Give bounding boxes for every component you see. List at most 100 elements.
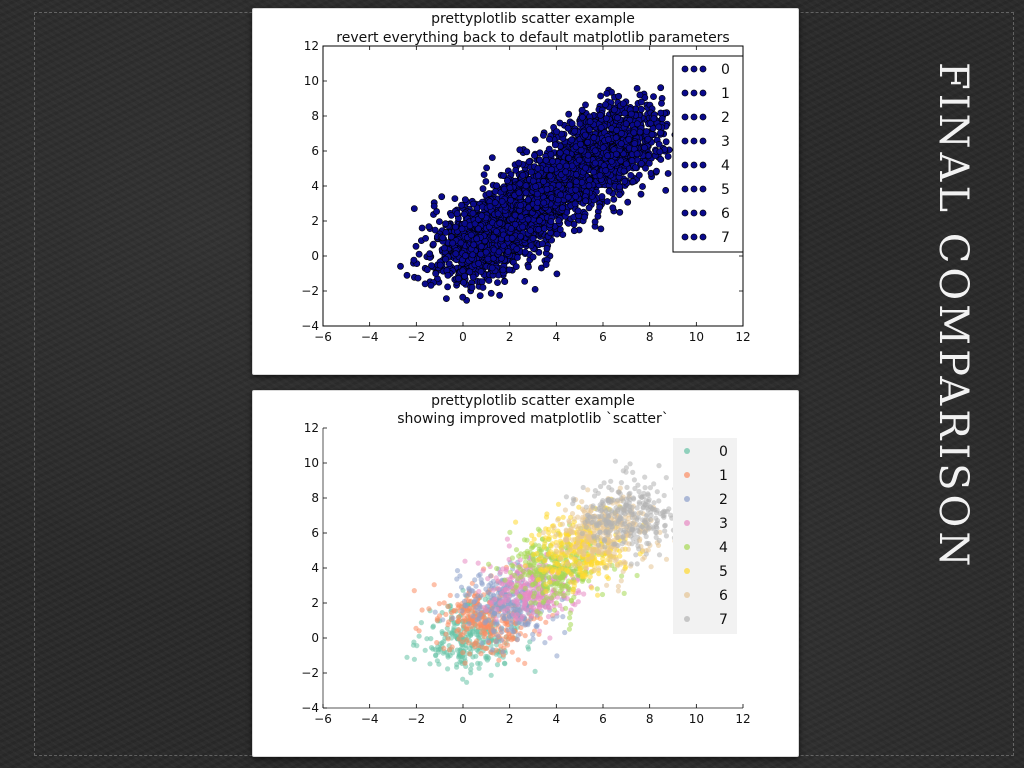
x-tick-label: 6 bbox=[599, 330, 607, 344]
point bbox=[549, 157, 556, 165]
point bbox=[529, 235, 537, 242]
point bbox=[470, 654, 476, 660]
point bbox=[568, 542, 574, 548]
point bbox=[617, 553, 623, 559]
point bbox=[582, 164, 589, 172]
point bbox=[522, 182, 530, 190]
legend-label: 6 bbox=[721, 206, 730, 222]
point bbox=[445, 666, 451, 672]
point bbox=[545, 551, 551, 557]
pretty-scatter-panel: prettyplotlib scatter example showing im… bbox=[252, 390, 799, 757]
legend-marker bbox=[699, 137, 707, 145]
point bbox=[485, 576, 491, 582]
point bbox=[621, 177, 629, 185]
point bbox=[483, 586, 489, 592]
point bbox=[531, 136, 539, 144]
point bbox=[462, 660, 468, 666]
point bbox=[547, 579, 553, 585]
point bbox=[529, 540, 535, 546]
point bbox=[522, 660, 528, 666]
point bbox=[476, 665, 482, 671]
point bbox=[533, 190, 541, 198]
point bbox=[508, 234, 516, 242]
point bbox=[620, 167, 628, 175]
point bbox=[563, 583, 569, 589]
point bbox=[461, 272, 468, 280]
point bbox=[541, 544, 547, 550]
point bbox=[547, 635, 553, 641]
point bbox=[529, 532, 535, 538]
point bbox=[527, 242, 535, 249]
point bbox=[535, 217, 543, 225]
point bbox=[432, 609, 438, 615]
point bbox=[566, 181, 574, 189]
point bbox=[427, 281, 435, 289]
point bbox=[571, 127, 579, 135]
point bbox=[428, 262, 435, 269]
point bbox=[425, 223, 433, 231]
legend-marker bbox=[699, 209, 707, 217]
point bbox=[486, 582, 492, 588]
point bbox=[587, 574, 593, 580]
legend-label: 4 bbox=[721, 158, 730, 174]
point bbox=[513, 547, 520, 553]
point bbox=[516, 564, 522, 570]
point bbox=[515, 159, 523, 167]
point bbox=[502, 661, 508, 667]
point bbox=[568, 120, 576, 127]
point bbox=[555, 501, 562, 507]
point bbox=[447, 233, 455, 241]
point bbox=[603, 90, 611, 97]
chart-title: prettyplotlib scatter example bbox=[431, 393, 635, 409]
point bbox=[497, 600, 503, 606]
point bbox=[596, 203, 603, 211]
x-tick-label: 10 bbox=[689, 330, 704, 344]
point bbox=[624, 198, 632, 206]
point bbox=[480, 568, 486, 574]
point bbox=[655, 123, 663, 131]
point bbox=[491, 188, 499, 195]
point bbox=[452, 250, 460, 258]
point bbox=[513, 584, 519, 590]
point bbox=[440, 617, 446, 623]
point bbox=[494, 565, 500, 572]
point bbox=[468, 284, 476, 291]
point bbox=[545, 574, 551, 580]
point bbox=[571, 556, 577, 562]
point bbox=[586, 176, 593, 184]
point bbox=[445, 603, 451, 609]
point bbox=[596, 171, 604, 179]
point bbox=[422, 647, 428, 653]
point bbox=[537, 264, 545, 272]
point bbox=[572, 178, 580, 186]
point bbox=[526, 619, 532, 625]
point bbox=[566, 569, 572, 575]
point bbox=[636, 91, 644, 99]
y-tick-label: 2 bbox=[311, 214, 319, 228]
point bbox=[505, 266, 513, 274]
point bbox=[637, 98, 645, 106]
legend-marker bbox=[699, 65, 707, 73]
point bbox=[525, 158, 533, 166]
point bbox=[483, 607, 489, 613]
point bbox=[605, 187, 613, 195]
point bbox=[554, 581, 560, 587]
point bbox=[547, 229, 554, 237]
point bbox=[518, 616, 524, 622]
point bbox=[597, 225, 605, 233]
point bbox=[441, 645, 447, 651]
point bbox=[433, 653, 439, 659]
point bbox=[524, 607, 530, 613]
point bbox=[455, 618, 461, 624]
point bbox=[411, 656, 417, 662]
point bbox=[539, 131, 547, 139]
point bbox=[537, 628, 543, 634]
point bbox=[521, 277, 529, 285]
point bbox=[531, 562, 537, 568]
point bbox=[472, 577, 478, 583]
point bbox=[459, 608, 465, 614]
point bbox=[507, 225, 515, 232]
point bbox=[657, 129, 664, 137]
point bbox=[581, 213, 588, 221]
point bbox=[515, 601, 521, 607]
